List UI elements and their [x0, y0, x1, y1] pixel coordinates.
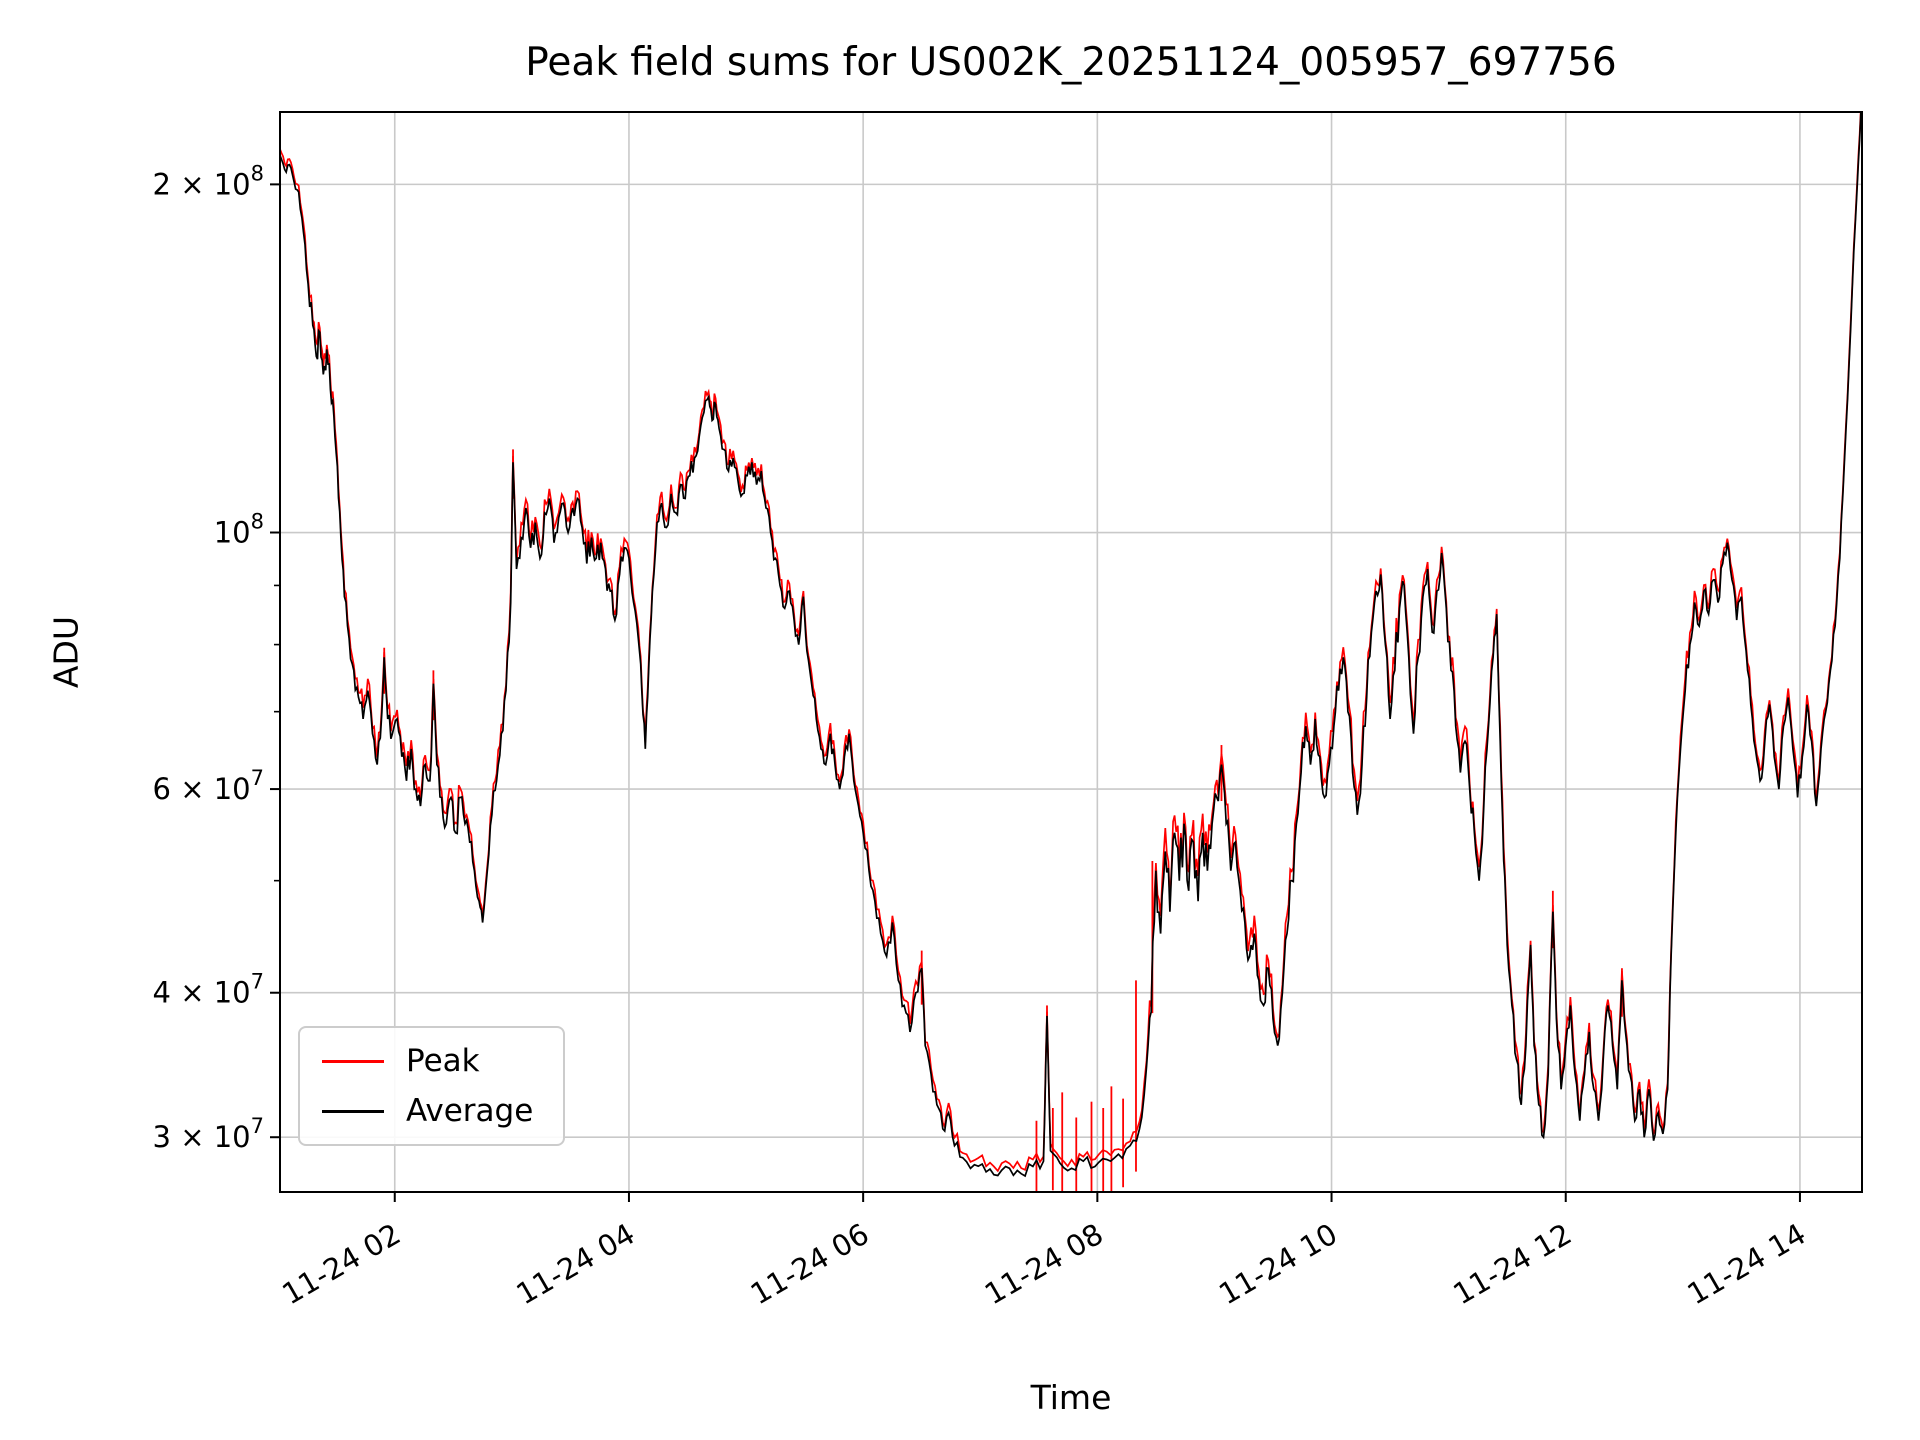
legend-item-peak: Peak	[322, 1044, 533, 1078]
legend-label-average: Average	[406, 1093, 534, 1130]
x-axis-label: Time	[1030, 1378, 1112, 1417]
tick-marks	[270, 183, 1801, 1202]
y-tick-label: 2 × 108	[153, 161, 264, 201]
peak-line-sample	[322, 1059, 384, 1063]
average-path	[280, 112, 1862, 1178]
x-tick-label: 11-24 02	[276, 1217, 406, 1312]
y-tick-label: 108	[214, 510, 264, 550]
x-tick-label: 11-24 12	[1447, 1217, 1577, 1312]
average-line-sample	[322, 1109, 384, 1113]
chart-title: Peak field sums for US002K_20251124_0059…	[525, 40, 1617, 85]
y-tick-label: 6 × 107	[153, 766, 264, 806]
x-tick-label: 11-24 04	[511, 1217, 641, 1312]
y-tick-label: 4 × 107	[153, 970, 264, 1010]
series-average-line	[280, 112, 1862, 1178]
x-tick-label: 11-24 06	[745, 1217, 875, 1312]
peak-path	[280, 112, 1862, 1173]
x-tick-label: 11-24 10	[1213, 1217, 1343, 1312]
y-axis-label: ADU	[46, 615, 86, 689]
legend-item-average: Average	[322, 1094, 533, 1128]
legend-label-peak: Peak	[406, 1043, 480, 1079]
x-tick-label: 11-24 14	[1682, 1217, 1812, 1312]
x-tick-label: 11-24 08	[979, 1217, 1109, 1312]
legend: Peak Average	[298, 1026, 566, 1147]
axes-spines	[279, 111, 1863, 1193]
plot-frame	[279, 111, 1863, 1193]
y-tick-label: 3 × 107	[153, 1114, 264, 1154]
